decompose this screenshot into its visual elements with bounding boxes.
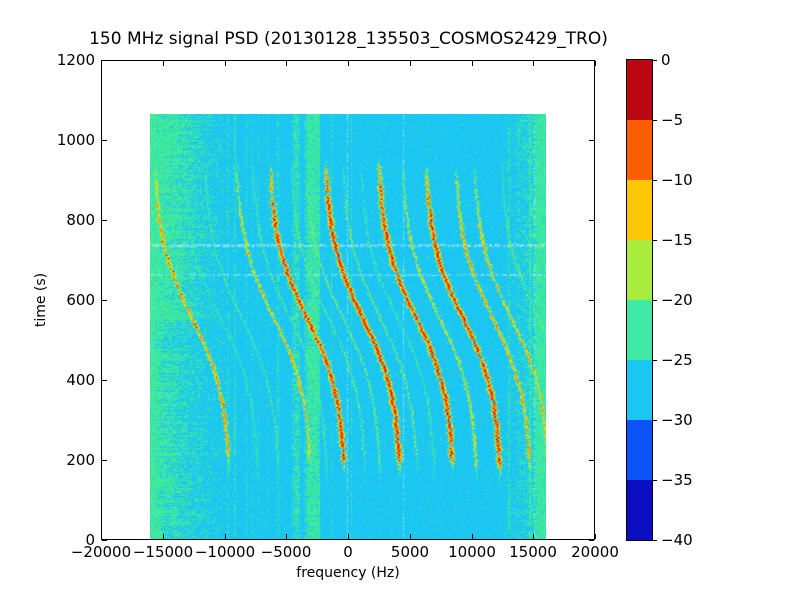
y-tick-label: 200 <box>66 451 95 469</box>
y-tick-right <box>589 460 594 461</box>
x-tick-bottom <box>286 534 287 539</box>
x-tick-bottom <box>163 534 164 539</box>
y-tick-label: 600 <box>66 291 95 309</box>
y-tick-left <box>102 220 107 221</box>
colorbar-segment <box>627 420 652 480</box>
colorbar-tick-label: −20 <box>661 291 693 309</box>
colorbar-segment <box>627 120 652 180</box>
colorbar-tick-label: −15 <box>661 231 693 249</box>
x-tick-label: 15000 <box>509 543 557 561</box>
x-axis-label: frequency (Hz) <box>296 565 400 581</box>
x-tick-bottom <box>225 534 226 539</box>
x-tick-label: −15000 <box>132 543 194 561</box>
colorbar-tick-label: −40 <box>661 531 693 549</box>
x-tick-label: 10000 <box>448 543 496 561</box>
colorbar-tick <box>653 360 657 361</box>
chart-title: 150 MHz signal PSD (20130128_135503_COSM… <box>89 29 608 49</box>
x-tick-bottom <box>410 534 411 539</box>
colorbar-segment <box>627 480 652 540</box>
y-tick-left <box>102 460 107 461</box>
x-tick-label: −10000 <box>194 543 256 561</box>
y-tick-left <box>102 380 107 381</box>
y-tick-right <box>589 60 594 61</box>
x-tick-top <box>410 61 411 66</box>
colorbar-segment <box>627 360 652 420</box>
y-tick-label: 0 <box>85 531 95 549</box>
y-tick-label: 1000 <box>56 131 95 149</box>
colorbar-tick <box>653 60 657 61</box>
colorbar-tick <box>653 480 657 481</box>
colorbar-segment <box>627 60 652 120</box>
y-tick-right <box>589 540 594 541</box>
colorbar-tick-label: −10 <box>661 171 693 189</box>
colorbar-tick-label: −5 <box>661 111 684 129</box>
x-tick-bottom <box>533 534 534 539</box>
x-tick-label: 0 <box>343 543 353 561</box>
x-tick-top <box>225 61 226 66</box>
colorbar-tick <box>653 540 657 541</box>
y-tick-label: 1200 <box>56 51 95 69</box>
y-tick-left <box>102 540 107 541</box>
y-tick-right <box>589 220 594 221</box>
x-tick-bottom <box>472 534 473 539</box>
colorbar-tick <box>653 240 657 241</box>
x-tick-label: 5000 <box>390 543 430 561</box>
colorbar-tick <box>653 300 657 301</box>
axes-frame <box>101 60 595 540</box>
colorbar-tick <box>653 180 657 181</box>
x-tick-top <box>472 61 473 66</box>
colorbar-tick-label: −35 <box>661 471 693 489</box>
y-tick-label: 800 <box>66 211 95 229</box>
colorbar-segment <box>627 240 652 300</box>
y-tick-left <box>102 140 107 141</box>
x-tick-label: −20000 <box>70 543 132 561</box>
x-tick-bottom <box>101 534 102 539</box>
x-tick-label: 20000 <box>571 543 619 561</box>
x-tick-top <box>533 61 534 66</box>
x-tick-top <box>163 61 164 66</box>
x-tick-top <box>348 61 349 66</box>
y-tick-label: 400 <box>66 371 95 389</box>
x-tick-top <box>595 61 596 66</box>
colorbar-tick-label: −30 <box>661 411 693 429</box>
x-tick-top <box>101 61 102 66</box>
colorbar-tick-label: −25 <box>661 351 693 369</box>
y-tick-left <box>102 60 107 61</box>
y-tick-right <box>589 140 594 141</box>
spectrogram-image <box>150 114 546 540</box>
colorbar-tick <box>653 420 657 421</box>
x-tick-bottom <box>595 534 596 539</box>
y-tick-right <box>589 300 594 301</box>
y-tick-left <box>102 300 107 301</box>
colorbar-segment <box>627 300 652 360</box>
colorbar-tick-label: 0 <box>661 51 671 69</box>
colorbar-tick <box>653 120 657 121</box>
colorbar-frame <box>626 59 653 541</box>
x-tick-bottom <box>348 534 349 539</box>
y-tick-right <box>589 380 594 381</box>
x-tick-label: −5000 <box>260 543 312 561</box>
colorbar-segment <box>627 180 652 240</box>
x-tick-top <box>286 61 287 66</box>
